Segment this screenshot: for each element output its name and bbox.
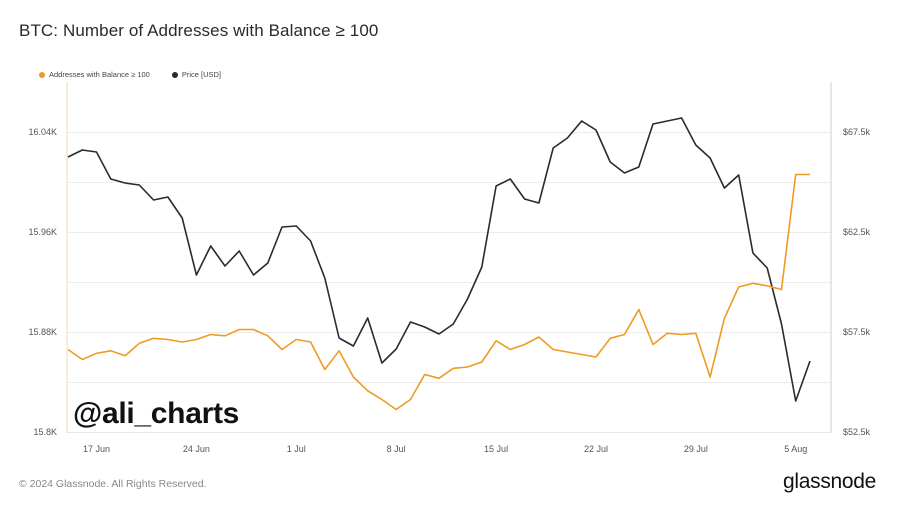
copyright-text: © 2024 Glassnode. All Rights Reserved.	[19, 478, 207, 490]
legend-item-price[interactable]: Price [USD]	[171, 70, 222, 79]
watermark: @ali_charts	[73, 397, 240, 430]
black-dot-icon	[171, 71, 178, 78]
glassnode-logo[interactable]: glassnode	[783, 470, 877, 493]
x-axis-tick-label: 17 Jun	[83, 444, 110, 454]
grid-lines	[67, 132, 831, 383]
right-axis-tick-label: $62.5k	[843, 227, 871, 237]
right-axis-tick-label: $67.5k	[843, 127, 871, 137]
left-axis-tick-label: 15.88K	[28, 327, 57, 337]
x-axis-tick-label: 22 Jul	[584, 444, 608, 454]
left-axis-tick-label: 16.04K	[28, 127, 57, 137]
legend-label-price: Price [USD]	[181, 70, 222, 79]
left-axis-tick-label: 15.96K	[28, 227, 57, 237]
chart-title: BTC: Number of Addresses with Balance ≥ …	[19, 21, 379, 40]
right-axis-tick-label: $57.5k	[843, 327, 871, 337]
legend-label-addresses: Addresses with Balance ≥ 100	[49, 70, 150, 79]
x-axis-tick-label: 1 Jul	[287, 444, 306, 454]
x-axis-ticks: 17 Jun 24 Jun 1 Jul 8 Jul 15 Jul 22 Jul 29 Jul…	[83, 444, 807, 454]
x-axis-tick-label: 15 Jul	[484, 444, 508, 454]
left-axis-ticks: 16.04K 15.96K 15.88K 15.8K	[28, 127, 57, 437]
addresses-series-line	[67, 173, 810, 411]
x-axis-tick-label: 8 Jul	[387, 444, 406, 454]
right-axis-ticks: $67.5k $62.5k $57.5k $52.5k	[843, 127, 871, 437]
price-series-line	[67, 117, 811, 402]
x-axis-tick-label: 24 Jun	[183, 444, 210, 454]
x-axis-tick-label: 5 Aug	[784, 444, 807, 454]
right-axis-tick-label: $52.5k	[843, 427, 871, 437]
legend: Addresses with Balance ≥ 100 Price [USD]	[39, 70, 221, 79]
left-axis-tick-label: 15.8K	[33, 427, 57, 437]
orange-dot-icon	[39, 71, 45, 78]
x-axis-tick-label: 29 Jul	[684, 444, 708, 454]
legend-item-addresses[interactable]: Addresses with Balance ≥ 100	[39, 70, 150, 79]
